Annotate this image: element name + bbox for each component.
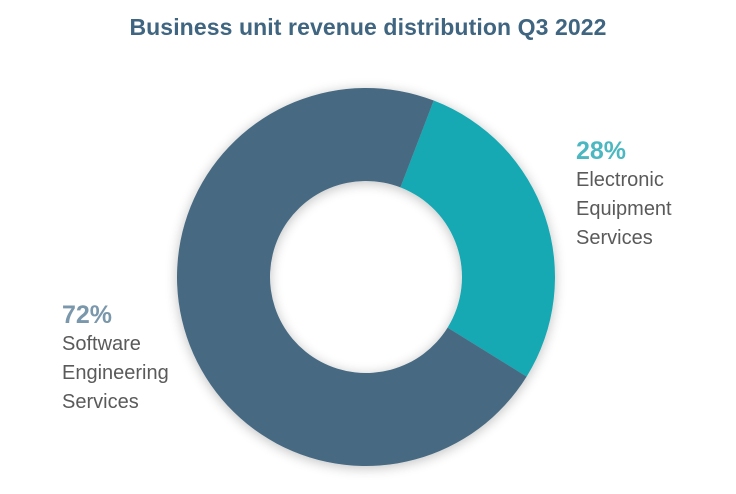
slice-name-line: Services	[576, 227, 653, 249]
donut-slice-electronic	[400, 100, 555, 377]
slice-percent-electronic: 28%	[576, 137, 627, 165]
chart-title: Business unit revenue distribution Q3 20…	[129, 14, 607, 40]
slice-label-electronic: 28% Electronic Equipment Services	[576, 136, 672, 253]
slice-name-line: Engineering	[62, 362, 169, 384]
slice-percent-software: 72%	[62, 301, 113, 329]
slice-name-line: Services	[62, 391, 139, 413]
donut-slice-software	[176, 87, 527, 467]
slice-name-line: Equipment	[576, 198, 672, 220]
slice-name-line: Electronic	[576, 169, 664, 191]
slice-name-line: Software	[62, 333, 141, 355]
slice-label-software: 72% Software Engineering Services	[62, 300, 169, 417]
